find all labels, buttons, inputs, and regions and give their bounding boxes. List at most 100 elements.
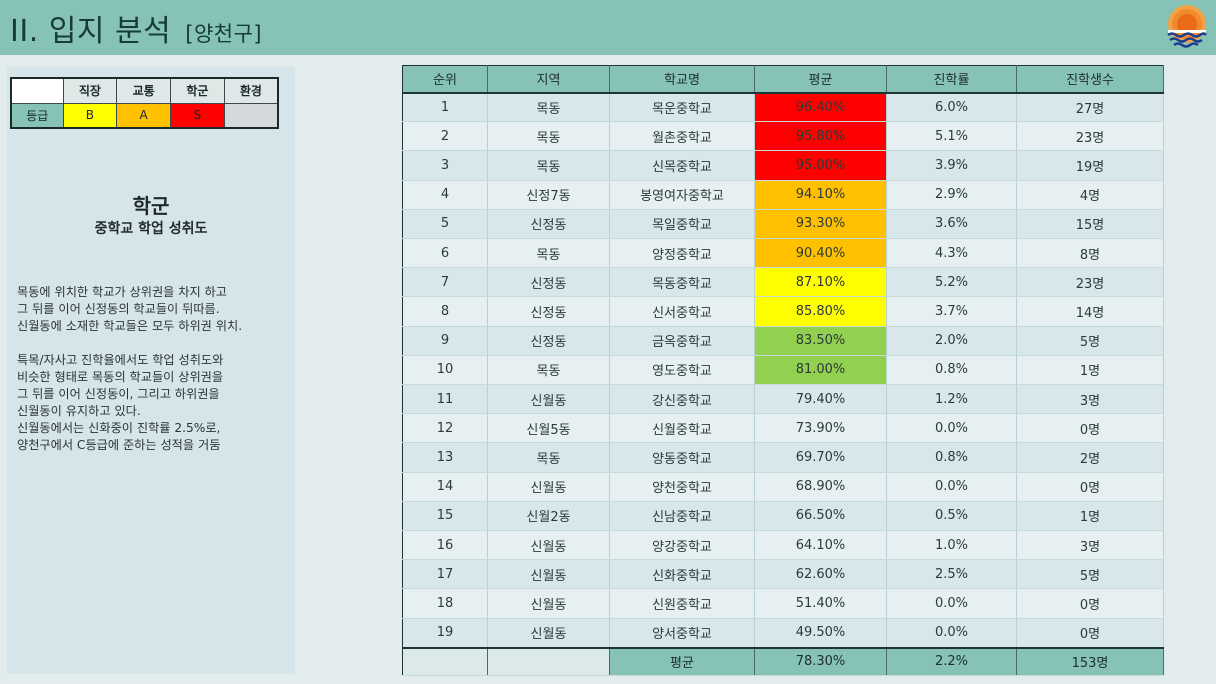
cell-school: 봉영여자중학교 xyxy=(609,180,755,210)
analysis-description: 목동에 위치한 학교가 상위권을 차지 하고 그 뒤를 이어 신정동의 학교들이… xyxy=(17,284,292,454)
cell-count: 23명 xyxy=(1016,267,1164,298)
title-subtitle: [양천구] xyxy=(185,22,263,46)
col-header-area: 지역 xyxy=(487,65,610,94)
cell-school: 신남중학교 xyxy=(609,501,755,532)
cell-rank: 7 xyxy=(402,267,488,298)
cell-school: 신월중학교 xyxy=(609,413,755,444)
grade-value-transport: A xyxy=(116,102,171,129)
cell-count: 8명 xyxy=(1016,238,1164,269)
cell-count: 5명 xyxy=(1016,559,1164,590)
cell-school: 신목중학교 xyxy=(609,150,755,181)
col-header-count: 진학생수 xyxy=(1016,65,1164,94)
table-footer-row: 평균 78.30% 2.2% 153명 xyxy=(402,646,1164,676)
cell-rank: 10 xyxy=(402,355,488,386)
title-main: II. 입지 분석 xyxy=(10,14,172,49)
table-row: 10 목동 영도중학교 81.00% 0.8% 1명 xyxy=(402,355,1164,386)
cell-count: 0명 xyxy=(1016,413,1164,444)
cell-average: 64.10% xyxy=(754,530,887,561)
page-title: II. 입지 분석 [양천구] xyxy=(10,6,262,50)
grade-header-school: 학군 xyxy=(170,77,225,104)
cell-area: 신월2동 xyxy=(487,501,610,532)
cell-area: 신월동 xyxy=(487,530,610,561)
cell-average: 90.40% xyxy=(754,238,887,269)
cell-count: 3명 xyxy=(1016,384,1164,415)
footer-count: 153명 xyxy=(1016,646,1164,676)
cell-rate: 5.2% xyxy=(886,267,1017,298)
cell-school: 목일중학교 xyxy=(609,209,755,240)
footer-blank-cell xyxy=(487,646,610,676)
cell-average: 51.40% xyxy=(754,588,887,619)
cell-rank: 18 xyxy=(402,588,488,619)
table-row: 4 신정7동 봉영여자중학교 94.10% 2.9% 4명 xyxy=(402,180,1164,210)
summary-panel: 직장 교통 학군 환경 등급 B A S 학군 중학교 학업 성취도 목동에 위… xyxy=(7,67,295,674)
col-header-school: 학교명 xyxy=(609,65,755,94)
grade-value-row: 등급 B A S xyxy=(10,102,279,129)
cell-area: 목동 xyxy=(487,442,610,473)
cell-count: 19명 xyxy=(1016,150,1164,181)
school-ranking-table: 순위 지역 학교명 평균 진학률 진학생수 1 목동 목운중학교 96.40% 6.0%… xyxy=(402,65,1164,676)
cell-average: 93.30% xyxy=(754,209,887,240)
col-header-rank: 순위 xyxy=(402,65,488,94)
table-row: 18 신월동 신원중학교 51.40% 0.0% 0명 xyxy=(402,588,1164,619)
table-row: 8 신정동 신서중학교 85.80% 3.7% 14명 xyxy=(402,296,1164,327)
desc-line: 양천구에서 C등급에 준하는 성적을 거둠 xyxy=(17,438,221,452)
grade-header-row: 직장 교통 학군 환경 xyxy=(10,77,279,104)
cell-area: 신정동 xyxy=(487,209,610,240)
cell-rank: 17 xyxy=(402,559,488,590)
cell-average: 62.60% xyxy=(754,559,887,590)
cell-school: 양강중학교 xyxy=(609,530,755,561)
table-row: 14 신월동 양천중학교 68.90% 0.0% 0명 xyxy=(402,472,1164,502)
grade-value-school: S xyxy=(170,102,225,129)
cell-average: 85.80% xyxy=(754,296,887,327)
cell-area: 목동 xyxy=(487,355,610,386)
cell-count: 27명 xyxy=(1016,92,1164,123)
desc-line: 특목/자사고 진학율에서도 학업 성취도와 xyxy=(17,353,224,367)
cell-rate: 2.9% xyxy=(886,180,1017,210)
cell-average: 95.80% xyxy=(754,121,887,152)
table-row: 19 신월동 양서중학교 49.50% 0.0% 0명 xyxy=(402,618,1164,649)
desc-line: 그 뒤를 이어 신정동이, 그리고 하위권을 xyxy=(17,387,220,401)
cell-area: 신월동 xyxy=(487,472,610,502)
cell-rate: 3.7% xyxy=(886,296,1017,327)
cell-school: 양정중학교 xyxy=(609,238,755,269)
cell-rate: 0.0% xyxy=(886,472,1017,502)
cell-rank: 12 xyxy=(402,413,488,444)
grade-header-transport: 교통 xyxy=(116,77,171,104)
desc-line: 신월동에 소재한 학교들은 모두 하위권 위치. xyxy=(17,319,243,333)
cell-school: 강신중학교 xyxy=(609,384,755,415)
cell-school: 양서중학교 xyxy=(609,618,755,649)
table-row: 17 신월동 신화중학교 62.60% 2.5% 5명 xyxy=(402,559,1164,590)
cell-rank: 4 xyxy=(402,180,488,210)
cell-school: 신원중학교 xyxy=(609,588,755,619)
cell-rate: 6.0% xyxy=(886,92,1017,123)
desc-line: 신월동이 유지하고 있다. xyxy=(17,404,141,418)
grade-header-environment: 환경 xyxy=(223,77,279,104)
cell-rank: 2 xyxy=(402,121,488,152)
grade-header-work: 직장 xyxy=(62,77,118,104)
footer-average: 78.30% xyxy=(754,646,887,676)
cell-school: 영도중학교 xyxy=(609,355,755,386)
cell-rank: 13 xyxy=(402,442,488,473)
cell-average: 96.40% xyxy=(754,92,887,123)
grade-corner-cell xyxy=(10,77,64,104)
cell-count: 0명 xyxy=(1016,588,1164,619)
cell-rate: 0.0% xyxy=(886,588,1017,619)
cell-rank: 8 xyxy=(402,296,488,327)
cell-rank: 9 xyxy=(402,326,488,356)
cell-count: 2명 xyxy=(1016,442,1164,473)
cell-area: 목동 xyxy=(487,121,610,152)
col-header-rate: 진학률 xyxy=(886,65,1017,94)
cell-average: 94.10% xyxy=(754,180,887,210)
cell-average: 79.40% xyxy=(754,384,887,415)
cell-count: 15명 xyxy=(1016,209,1164,240)
cell-rate: 5.1% xyxy=(886,121,1017,152)
table-header-row: 순위 지역 학교명 평균 진학률 진학생수 xyxy=(402,65,1164,94)
table-row: 2 목동 월촌중학교 95.80% 5.1% 23명 xyxy=(402,121,1164,152)
cell-rank: 6 xyxy=(402,238,488,269)
table-row: 1 목동 목운중학교 96.40% 6.0% 27명 xyxy=(402,92,1164,123)
table-row: 3 목동 신목중학교 95.00% 3.9% 19명 xyxy=(402,150,1164,181)
table-row: 12 신월5동 신월중학교 73.90% 0.0% 0명 xyxy=(402,413,1164,444)
cell-area: 목동 xyxy=(487,92,610,123)
cell-rank: 11 xyxy=(402,384,488,415)
cell-rate: 0.8% xyxy=(886,355,1017,386)
